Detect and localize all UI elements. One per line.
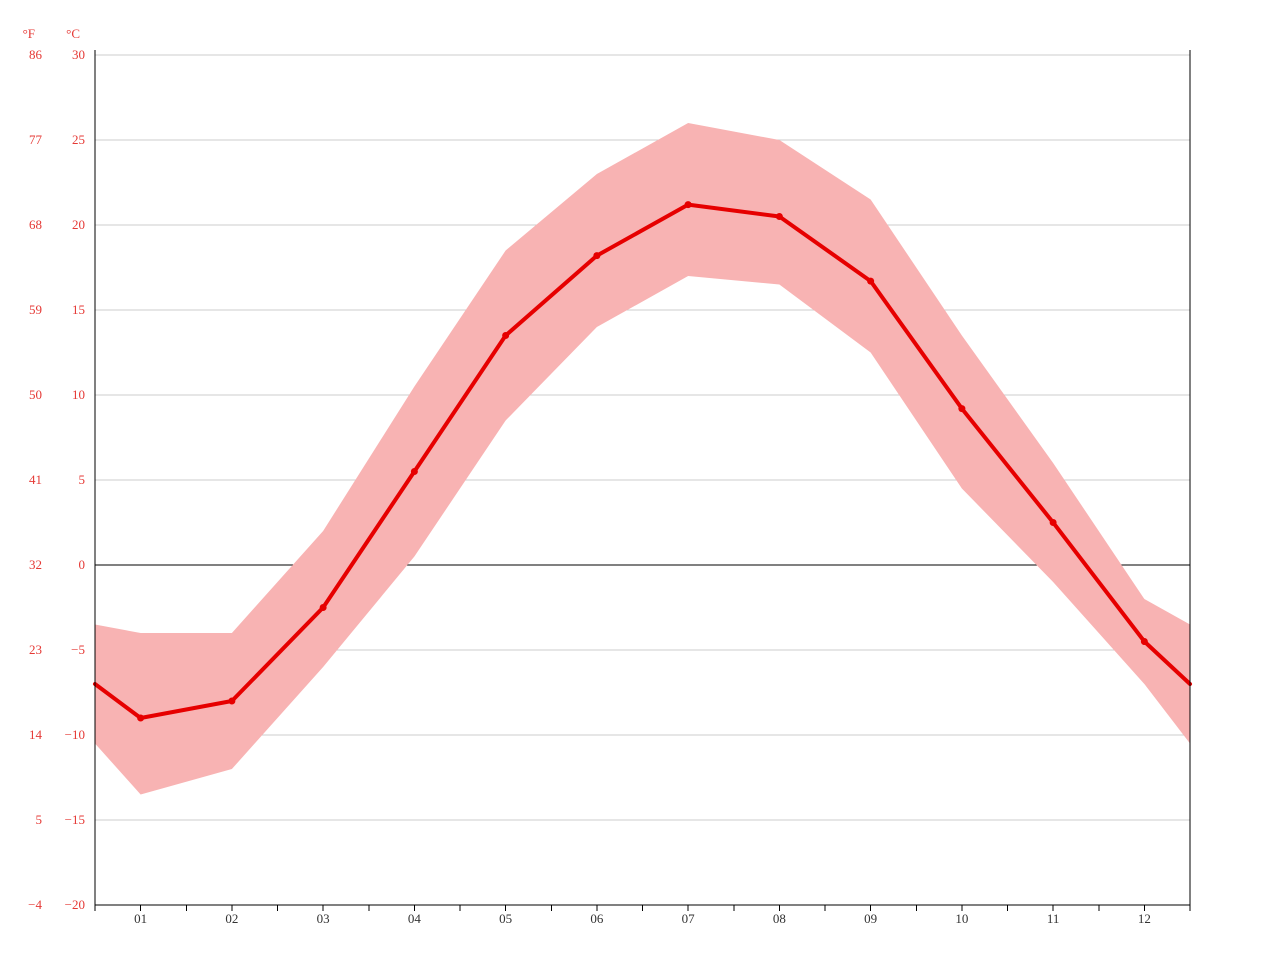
data-point xyxy=(685,201,692,208)
x-tick-label: 02 xyxy=(225,911,238,926)
y-tick-label-f: 32 xyxy=(29,557,42,572)
data-point xyxy=(1141,638,1148,645)
unit-label-fahrenheit: °F xyxy=(23,26,35,41)
y-tick-label-f: 41 xyxy=(29,472,42,487)
data-point xyxy=(958,405,965,412)
y-tick-label-c: 30 xyxy=(72,47,85,62)
y-tick-label-f: 5 xyxy=(36,812,43,827)
x-tick-label: 01 xyxy=(134,911,147,926)
x-tick-label: 08 xyxy=(773,911,786,926)
y-tick-label-c: 20 xyxy=(72,217,85,232)
data-point xyxy=(593,252,600,259)
x-tick-label: 03 xyxy=(317,911,330,926)
y-tick-label-f: 77 xyxy=(29,132,43,147)
x-tick-label: 09 xyxy=(864,911,877,926)
data-point xyxy=(411,468,418,475)
y-tick-label-f: 50 xyxy=(29,387,42,402)
data-point xyxy=(776,213,783,220)
y-tick-label-c: −5 xyxy=(71,642,85,657)
data-point xyxy=(228,698,235,705)
data-point xyxy=(1050,519,1057,526)
y-tick-label-c: 5 xyxy=(79,472,86,487)
y-tick-label-f: 59 xyxy=(29,302,42,317)
data-point xyxy=(320,604,327,611)
y-tick-label-f: 23 xyxy=(29,642,42,657)
x-tick-label: 10 xyxy=(955,911,968,926)
x-tick-label: 12 xyxy=(1138,911,1151,926)
x-tick-label: 05 xyxy=(499,911,512,926)
temperature-chart: °C°F30862577206815591050541032−523−1014−… xyxy=(0,0,1280,960)
x-tick-label: 04 xyxy=(408,911,422,926)
y-tick-label-f: 14 xyxy=(29,727,43,742)
y-tick-label-c: 15 xyxy=(72,302,85,317)
data-point xyxy=(137,715,144,722)
y-tick-label-c: −20 xyxy=(65,897,85,912)
unit-label-celsius: °C xyxy=(66,26,80,41)
data-point xyxy=(502,332,509,339)
temperature-band xyxy=(95,123,1190,795)
y-tick-label-c: 10 xyxy=(72,387,85,402)
y-tick-label-c: 25 xyxy=(72,132,85,147)
x-tick-label: 07 xyxy=(682,911,696,926)
y-tick-label-c: −15 xyxy=(65,812,85,827)
y-tick-label-f: 86 xyxy=(29,47,43,62)
x-tick-label: 06 xyxy=(590,911,604,926)
x-tick-label: 11 xyxy=(1047,911,1060,926)
y-tick-label-f: 68 xyxy=(29,217,42,232)
y-tick-label-c: 0 xyxy=(79,557,86,572)
y-tick-label-f: −4 xyxy=(28,897,42,912)
y-tick-label-c: −10 xyxy=(65,727,85,742)
data-point xyxy=(867,278,874,285)
